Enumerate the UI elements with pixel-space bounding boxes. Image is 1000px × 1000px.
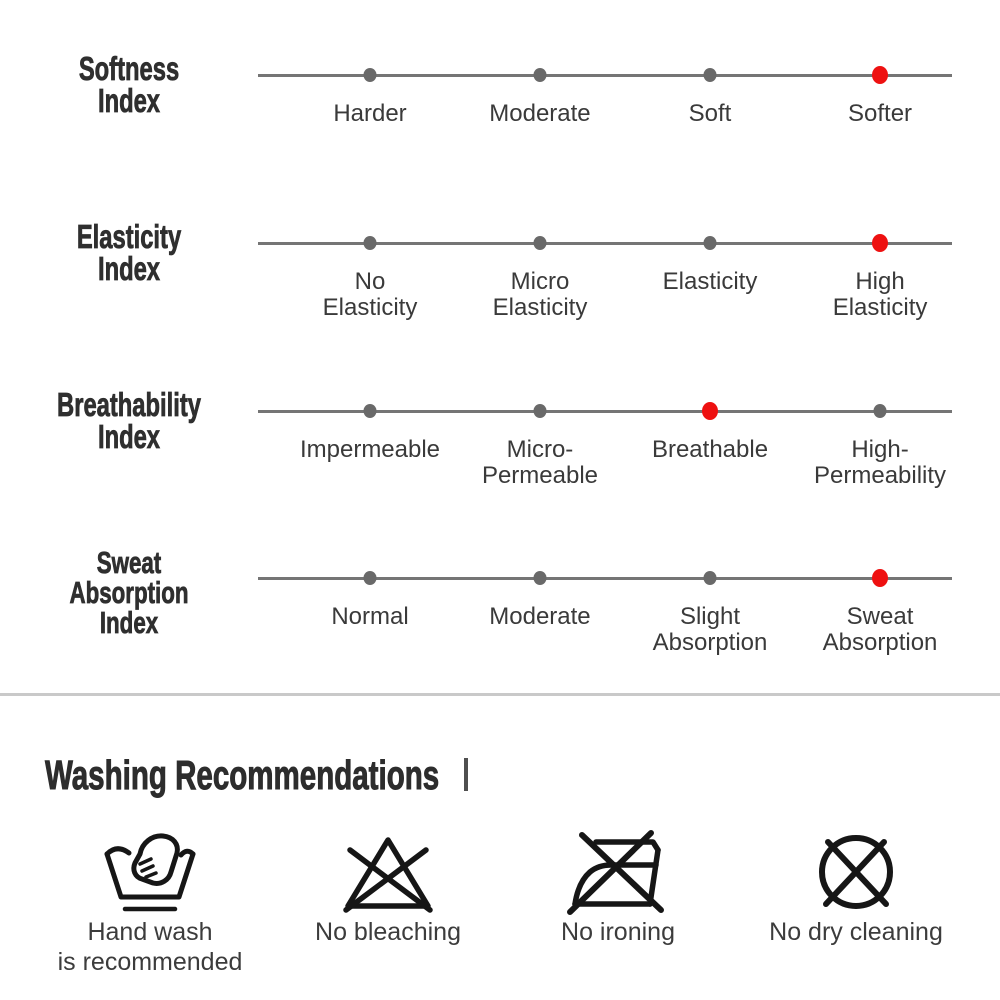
washing-recommendations-heading: Washing Recommendations [45, 752, 440, 798]
scale-dot [533, 236, 547, 250]
scale-dot-active [872, 569, 889, 587]
tick-label: Slight Absorption [652, 603, 768, 656]
care-item-no-ironing: No ironing [482, 826, 754, 947]
tick-label: Softer [848, 100, 913, 127]
care-item-hand-wash: Hand wash is recommended [10, 826, 290, 977]
heading-end-bar [464, 758, 468, 791]
tick-label: Soft [688, 100, 732, 127]
softness-scale-track [258, 66, 952, 84]
care-item-no-bleaching: No bleaching [252, 826, 524, 947]
scale-dot [363, 236, 377, 250]
scale-dot [703, 68, 717, 82]
tick-label: Impermeable [299, 436, 441, 463]
scale-dot-active [872, 66, 889, 84]
scale-dot [533, 68, 547, 82]
sweat-absorption-index-title: Sweat Absorption Index [69, 545, 189, 640]
hand-wash-icon [94, 826, 206, 916]
tick-label: Breathable [651, 436, 769, 463]
elasticity-scale-track [258, 234, 952, 252]
scale-dot [363, 571, 377, 585]
elasticity-index-title: Elasticity Index [76, 218, 182, 287]
no-bleaching-icon [338, 826, 438, 916]
no-ironing-icon [563, 826, 673, 916]
care-item-label: No dry cleaning [769, 918, 943, 946]
care-item-label: Hand wash is recommended [57, 918, 243, 976]
scale-dot [533, 404, 547, 418]
scale-dot [873, 404, 887, 418]
breathability-index-title: Breathability Index [57, 386, 201, 455]
scale-dot [703, 571, 717, 585]
sweat-absorption-scale-track [258, 569, 952, 587]
scale-dot [363, 68, 377, 82]
tick-label: Moderate [489, 100, 591, 127]
tick-label: Moderate [489, 603, 591, 630]
tick-label: Micro- Permeable [481, 436, 598, 489]
tick-label: No Elasticity [322, 268, 418, 321]
tick-label: Sweat Absorption [822, 603, 938, 656]
scale-dot [363, 404, 377, 418]
care-item-label: No bleaching [315, 918, 461, 946]
breathability-scale-track [258, 402, 952, 420]
tick-label: Normal [331, 603, 409, 630]
tick-label: High- Permeability [814, 436, 947, 489]
tick-label: Micro Elasticity [492, 268, 588, 321]
scale-dot-active [702, 402, 718, 420]
no-dry-cleaning-icon [806, 826, 906, 916]
scale-dot-active [872, 234, 889, 252]
softness-index-title: Softness Index [78, 50, 180, 119]
tick-label: High Elasticity [832, 268, 928, 321]
care-item-label: No ironing [561, 918, 675, 946]
section-divider [0, 693, 1000, 696]
scale-dot [533, 571, 547, 585]
scale-dot [703, 236, 717, 250]
tick-label: Elasticity [662, 268, 758, 295]
tick-label: Harder [333, 100, 407, 127]
care-item-no-dry-cleaning: No dry cleaning [716, 826, 996, 947]
